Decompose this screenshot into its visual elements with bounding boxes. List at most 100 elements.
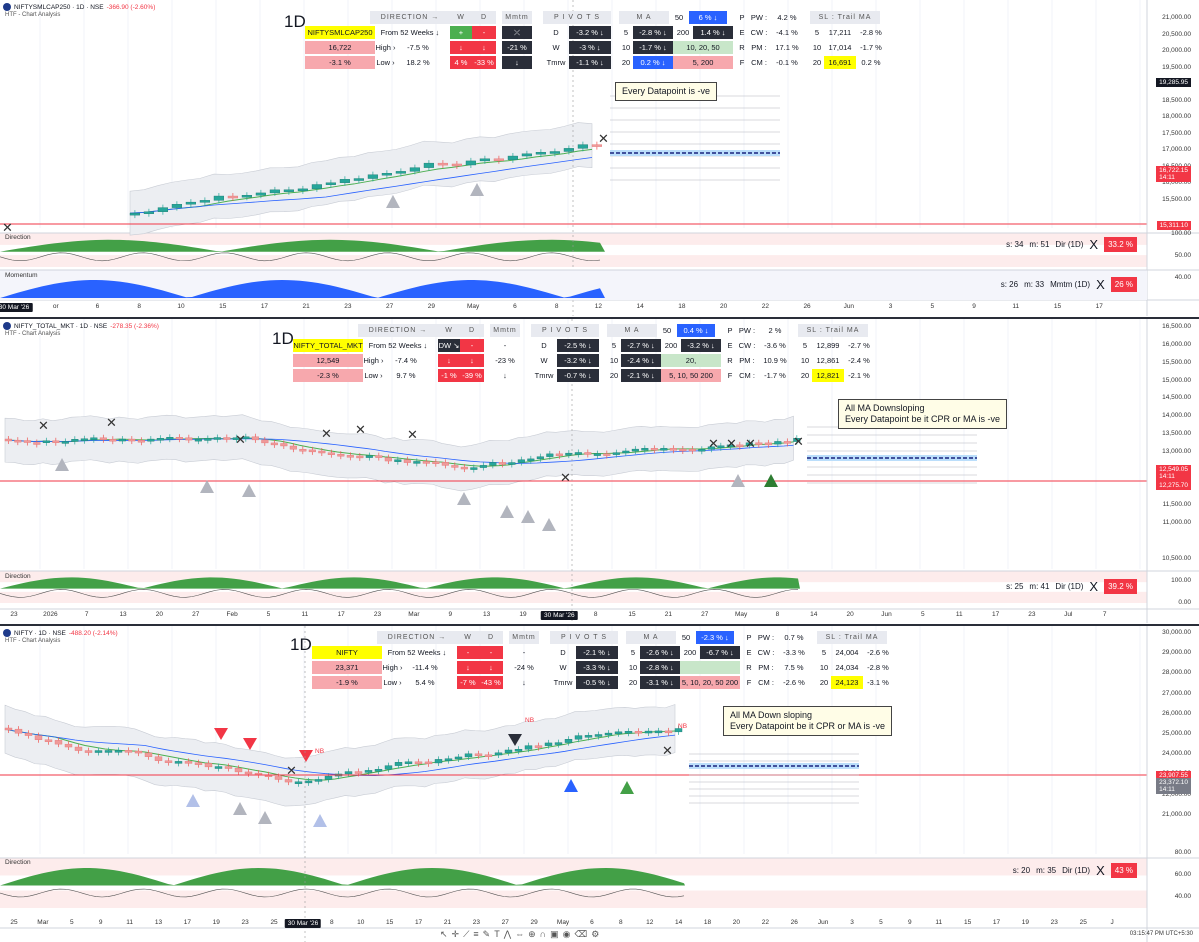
- candle: [504, 749, 513, 754]
- price-tick-label: 16,500.00: [1162, 323, 1191, 330]
- sl-value: 24,034: [835, 663, 859, 672]
- triangle-marker: [521, 510, 535, 523]
- indicator-title[interactable]: HTF - Chart Analysis: [5, 12, 61, 18]
- w-direction: DW ↘: [438, 339, 460, 352]
- direction-line: [0, 252, 601, 262]
- stat-s: s: 34: [1006, 240, 1024, 249]
- price-tick-label: 27,000.00: [1162, 689, 1191, 697]
- price-change: -366.90 (-2.60%): [106, 3, 156, 11]
- w-header: W: [457, 631, 479, 644]
- time-tick-label: 13: [119, 611, 127, 618]
- pattern-icon[interactable]: ⋀: [503, 929, 512, 939]
- price-axis[interactable]: 21,000.0020,500.0020,000.0019,500.0019,0…: [1147, 0, 1199, 316]
- settings-icon[interactable]: ⚙: [591, 929, 600, 939]
- magnet-icon[interactable]: ∩: [539, 929, 547, 939]
- brush-icon[interactable]: ✎: [482, 929, 491, 939]
- candle: [451, 163, 463, 167]
- price-tick-label: 19,500.00: [1162, 63, 1191, 71]
- pivot-value: -1.1 % ↓: [569, 56, 611, 69]
- candle: [584, 452, 592, 455]
- chart-panel-total-mkt[interactable]: ✕ ✕ ✕ ✕ ✕ ✕ ✕ ✕ ✕ ✕ ✕ NIFTY_TOTAL_MKT · 1D · NSE -2…: [0, 317, 1199, 623]
- time-tick-label: 26: [803, 303, 811, 310]
- chart-canvas[interactable]: ✕✕: [0, 0, 1199, 316]
- chart-canvas[interactable]: ✕ ✕ ✕ ✕ ✕ ✕ ✕ ✕ ✕ ✕ ✕: [0, 319, 1199, 623]
- sl-label: 5: [802, 341, 808, 350]
- annotation-note[interactable]: Every Datapoint is -ve: [615, 82, 718, 101]
- lock-icon[interactable]: ▣: [550, 929, 559, 939]
- pw-name: CW :: [738, 341, 756, 350]
- candle: [311, 184, 323, 190]
- time-tick-label: 20: [155, 611, 164, 618]
- indicator-title[interactable]: HTF - Chart Analysis: [5, 331, 61, 337]
- pw-name: PM :: [751, 43, 767, 52]
- candle: [764, 442, 772, 446]
- d-arrow: ↓: [472, 41, 496, 54]
- crosshair-icon[interactable]: ✛: [451, 929, 460, 939]
- mmtm-value: ↓: [502, 56, 532, 69]
- triangle-marker: [508, 734, 522, 746]
- candle: [395, 171, 407, 174]
- candle: [337, 453, 345, 457]
- time-tick-label: 14: [810, 611, 818, 618]
- triangle-marker: [55, 458, 69, 471]
- time-tick-label: 20: [719, 303, 728, 310]
- chart-panel-nifty[interactable]: ✕ ✕ NIFTY · 1D · NSE -488.20 (-2.14%) HTF …: [0, 624, 1199, 942]
- trash-icon[interactable]: ⌫: [574, 929, 588, 939]
- direction-stat: s: 20 m: 35 Dir (1D) X 43 %: [1013, 863, 1137, 878]
- mmtm-header: Mmtm: [490, 324, 520, 337]
- cursor-icon[interactable]: ↖: [440, 929, 448, 939]
- time-tick-label: 8: [554, 303, 559, 310]
- pivot-label: W: [540, 356, 548, 365]
- time-axis[interactable]: 23 2026 7 13 20 27 Feb 5 11 17 23 Mar 9 13 19 30 Mar '2…: [0, 610, 1147, 623]
- trendline-icon[interactable]: ⟋: [463, 929, 470, 939]
- annotation-note[interactable]: All MA Downsloping Every Datapoint be it…: [838, 399, 1008, 429]
- symbol-name[interactable]: NIFTY · 1D · NSE: [14, 629, 66, 637]
- candle: [641, 448, 649, 451]
- ma-value: -3.1 % ↓: [640, 676, 680, 689]
- candle: [227, 195, 239, 199]
- eye-icon[interactable]: ◉: [562, 929, 571, 939]
- time-tick-label: 30 Mar '26: [0, 303, 33, 312]
- symbol-name[interactable]: NIFTYSMLCAP250 · 1D · NSE: [14, 3, 104, 11]
- bollinger-band: [4, 414, 794, 492]
- timeframe-label: 1D: [272, 329, 294, 348]
- direction-stat: s: 25 m: 41 Dir (1D) X 39.2 %: [1006, 579, 1137, 594]
- candle: [61, 441, 69, 444]
- pane-label-direction: Direction: [5, 234, 31, 241]
- candle: [534, 745, 543, 748]
- candle: [669, 448, 677, 451]
- fib-icon[interactable]: ≡: [473, 929, 479, 939]
- sl-value: 17,211: [828, 28, 852, 37]
- pivot-label: D: [553, 28, 559, 37]
- stat-m: m: 41: [1029, 582, 1050, 591]
- time-tick-label: 22: [761, 303, 769, 310]
- sl-pct: 0.2 %: [861, 58, 881, 67]
- time-axis[interactable]: 25 Mar 5 9 11 13 17 19 23 25 30 Mar '26 8 10 15 17 21 23…: [0, 918, 1147, 932]
- price-tick-label: 28,000.00: [1162, 669, 1191, 677]
- time-tick-label: 10: [357, 919, 365, 926]
- indicator-title[interactable]: HTF - Chart Analysis: [5, 638, 61, 644]
- w-header: W: [450, 11, 472, 24]
- low-label: Low ›: [376, 58, 395, 67]
- pw-letter: R: [739, 43, 745, 52]
- time-axis[interactable]: 30 Mar '26 or 6 8 10 15 17 21 23 27 29 May 6 8 12 14 18 2…: [0, 302, 1147, 316]
- time-tick-label: 23: [241, 919, 249, 926]
- candle: [564, 739, 573, 743]
- candle: [124, 750, 133, 753]
- text-icon[interactable]: T: [494, 929, 500, 939]
- zoom-icon[interactable]: ⊕: [528, 929, 536, 939]
- pivot-label: W: [559, 663, 567, 672]
- annotation-note[interactable]: All MA Down sloping Every Datapoint be i…: [723, 706, 893, 736]
- time-tick-label: 15: [219, 303, 227, 310]
- triangle-marker: [386, 195, 400, 208]
- candle: [594, 734, 603, 737]
- time-tick-label: 9: [448, 611, 453, 618]
- chart-panel-smallcap[interactable]: ✕ ✕ NIFTYSMLCAP250 · 1D · NSE -366.90 (-2.…: [0, 0, 1199, 316]
- symbol-name[interactable]: NIFTY_TOTAL_MKT · 1D · NSE: [14, 322, 108, 330]
- time-tick-label: 29: [530, 919, 538, 926]
- measure-icon[interactable]: ⇔: [515, 929, 525, 939]
- triangle-marker: [542, 518, 556, 531]
- ma-line-fast: [4, 728, 676, 781]
- chart-canvas[interactable]: ✕✕: [0, 626, 1199, 942]
- time-tick-label: 3: [850, 919, 854, 926]
